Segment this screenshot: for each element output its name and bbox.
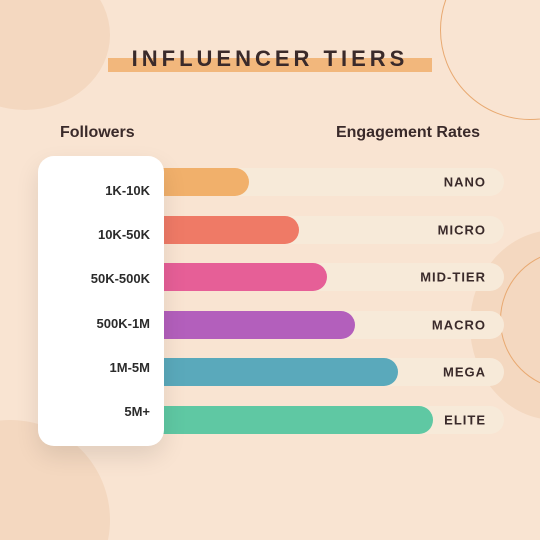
bar-row: MACRO	[150, 311, 504, 339]
bar-row: MEGA	[150, 358, 504, 386]
bar-row: NANO	[150, 168, 504, 196]
header-followers: Followers	[60, 124, 135, 142]
bar-row: ELITE	[150, 406, 504, 434]
followers-label: 500K-1M	[38, 316, 150, 331]
tier-chart: 1K-10K 10K-50K 50K-500K 500K-1M 1M-5M 5M+ NAN…	[38, 168, 504, 458]
infographic-canvas: INFLUENCER TIERS Followers Engagement Ra…	[0, 0, 540, 540]
bars-container: NANO MICRO MID-TIER MACRO MEGA ELITE	[150, 168, 504, 434]
bar-fill	[150, 263, 327, 291]
followers-label: 10K-50K	[38, 227, 150, 242]
bar-row: MID-TIER	[150, 263, 504, 291]
header-engagement: Engagement Rates	[336, 124, 480, 142]
tier-label: MID-TIER	[420, 270, 486, 285]
followers-label: 50K-500K	[38, 271, 150, 286]
bar-fill	[150, 216, 299, 244]
bar-fill	[150, 168, 249, 196]
tier-label: MICRO	[438, 222, 486, 237]
tier-label: ELITE	[444, 412, 486, 427]
followers-card: 1K-10K 10K-50K 50K-500K 500K-1M 1M-5M 5M+	[38, 156, 164, 446]
bar-fill	[150, 406, 433, 434]
tier-label: NANO	[444, 175, 486, 190]
bar-row: MICRO	[150, 216, 504, 244]
followers-label: 1K-10K	[38, 183, 150, 198]
page-title: INFLUENCER TIERS	[132, 46, 409, 71]
bar-fill	[150, 358, 398, 386]
followers-label: 1M-5M	[38, 360, 150, 375]
title-highlight: INFLUENCER TIERS	[108, 44, 433, 74]
tier-label: MACRO	[432, 317, 486, 332]
tier-label: MEGA	[443, 365, 486, 380]
followers-label: 5M+	[38, 404, 150, 419]
title-container: INFLUENCER TIERS	[0, 44, 540, 74]
column-headers: Followers Engagement Rates	[60, 124, 480, 142]
bar-fill	[150, 311, 355, 339]
